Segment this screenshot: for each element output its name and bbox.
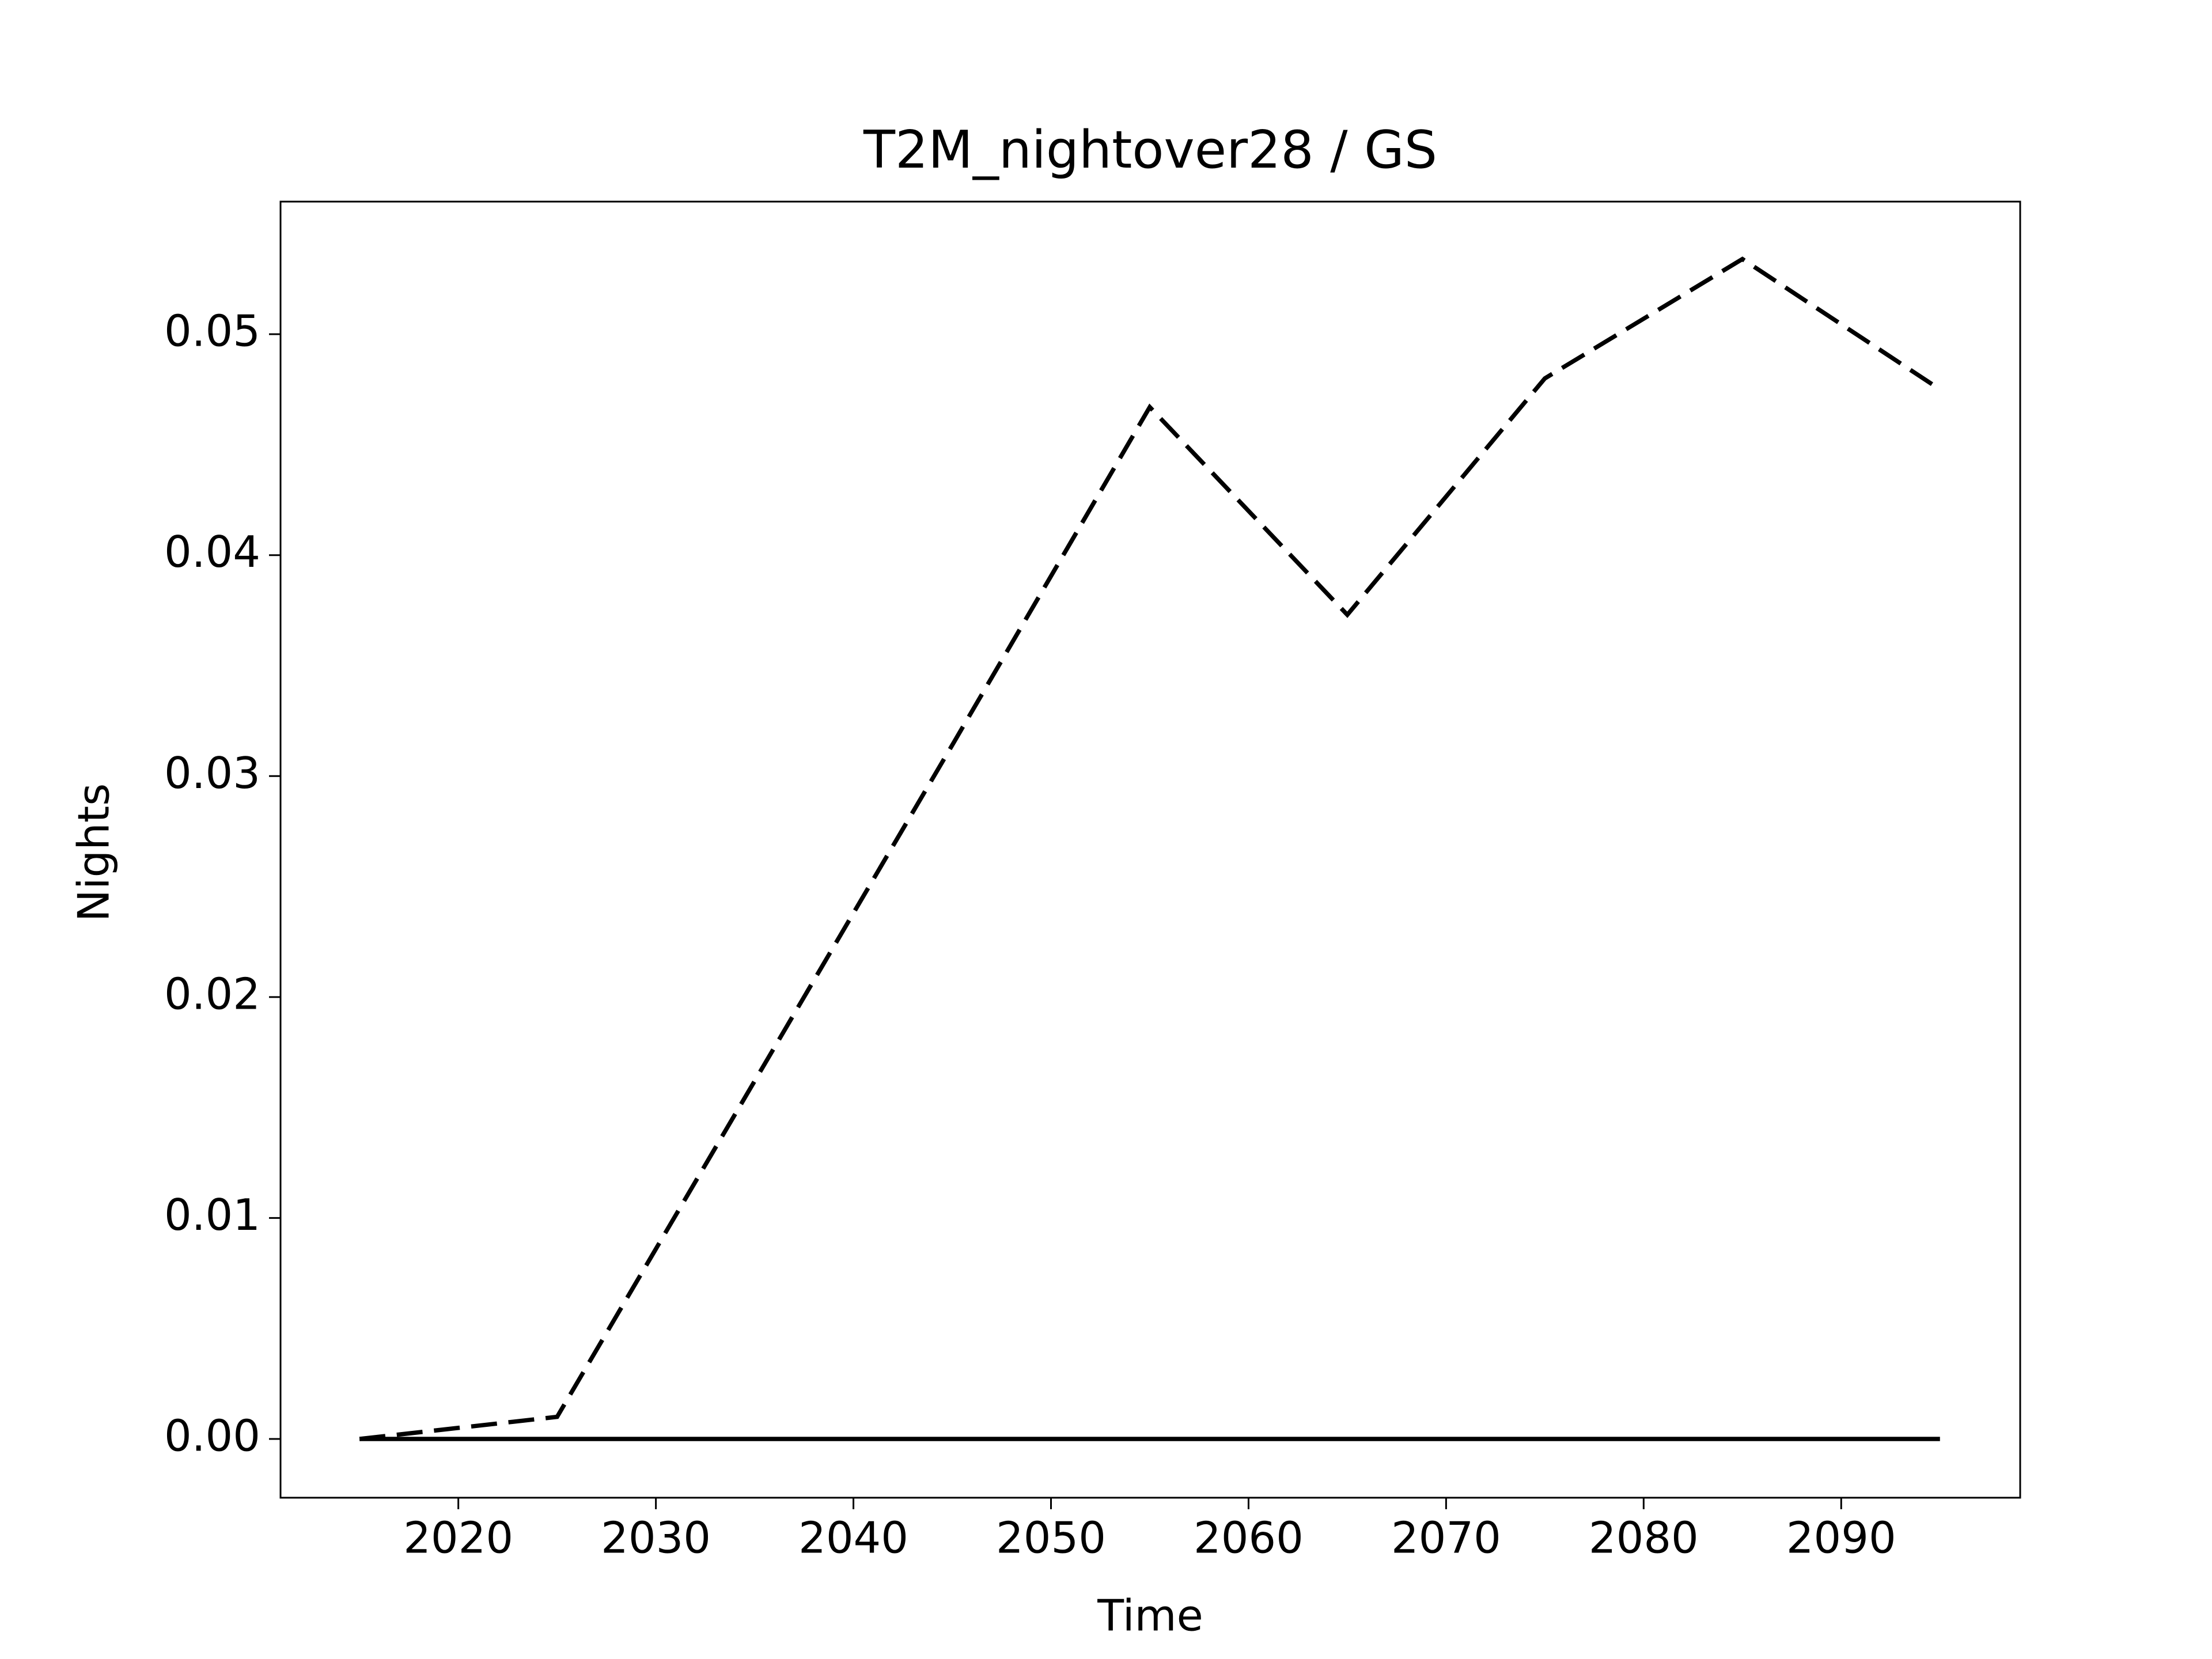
x-tick-label: 2070	[1391, 1513, 1501, 1563]
y-tick-label: 0.01	[164, 1190, 260, 1240]
x-tick-label: 2040	[798, 1513, 908, 1563]
plot-frame	[279, 200, 2021, 1499]
line-series	[359, 256, 1941, 1441]
x-tick-label: 2030	[601, 1513, 711, 1563]
y-tick-label: 0.05	[164, 306, 260, 357]
y-axis-label: Nights	[69, 783, 119, 922]
x-tick-label: 2050	[996, 1513, 1106, 1563]
chart-title: T2M_nightover28 / GS	[863, 120, 1437, 180]
x-tick-label: 2060	[1194, 1513, 1304, 1563]
y-tick-label: 0.00	[164, 1410, 260, 1461]
y-tick-label: 0.04	[164, 527, 260, 577]
x-axis-label: Time	[1097, 1590, 1203, 1641]
x-tick-label: 2080	[1589, 1513, 1699, 1563]
x-tick-label: 2090	[1786, 1513, 1896, 1563]
y-tick-label: 0.02	[164, 968, 260, 1019]
x-tick-label: 2020	[403, 1513, 513, 1563]
y-tick-label: 0.03	[164, 748, 260, 798]
